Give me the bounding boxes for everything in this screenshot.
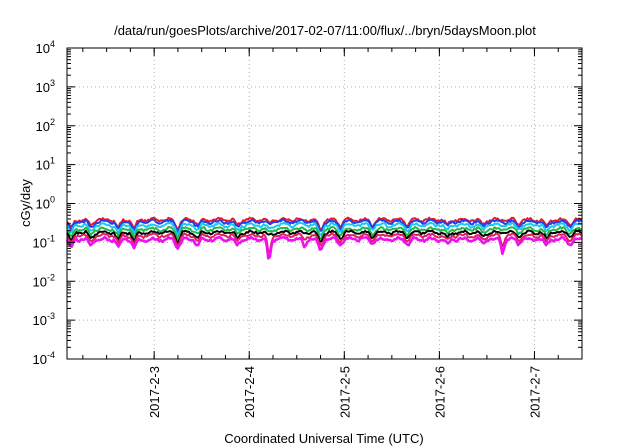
y-tick-label: 10-2: [33, 272, 55, 289]
y-tick-label: 100: [36, 195, 55, 212]
plot-frame: [66, 47, 583, 360]
y-axis-label: cGy/day: [18, 179, 33, 227]
series-line: [66, 225, 583, 241]
y-tick-label: 104: [36, 39, 55, 56]
grid: [67, 48, 582, 359]
x-axis: 2017-2-3 2017-2-4 2017-2-5 2017-2-6 2017-2-7: [82, 48, 559, 418]
x-tick-label: 2017-2-5: [337, 366, 352, 418]
series-line: [66, 232, 583, 253]
x-tick-label: 2017-2-7: [527, 366, 542, 418]
chart-title: /data/run/goesPlots/archive/2017-02-07/1…: [114, 23, 536, 38]
series-line: [66, 216, 583, 232]
y-tick-label: 10-3: [33, 311, 55, 328]
y-tick-label: 103: [36, 78, 55, 95]
x-axis-label: Coordinated Universal Time (UTC): [224, 431, 423, 446]
y-tick-label: 102: [36, 117, 55, 134]
x-tick-label: 2017-2-3: [147, 366, 162, 418]
series-line: [66, 218, 583, 234]
series-line: [66, 229, 583, 245]
y-tick-label: 101: [36, 156, 55, 173]
series-group: [65, 216, 583, 260]
series-line: [65, 235, 583, 260]
y-tick-label: 10-1: [33, 233, 55, 250]
y-tick-label: 10-4: [33, 350, 55, 367]
x-tick-label: 2017-2-4: [242, 366, 257, 418]
series-line: [66, 221, 583, 238]
y-axis: 10-4 10-3 10-2 10-1 100 101 102 103 104: [33, 39, 582, 367]
x-tick-label: 2017-2-6: [432, 366, 447, 418]
